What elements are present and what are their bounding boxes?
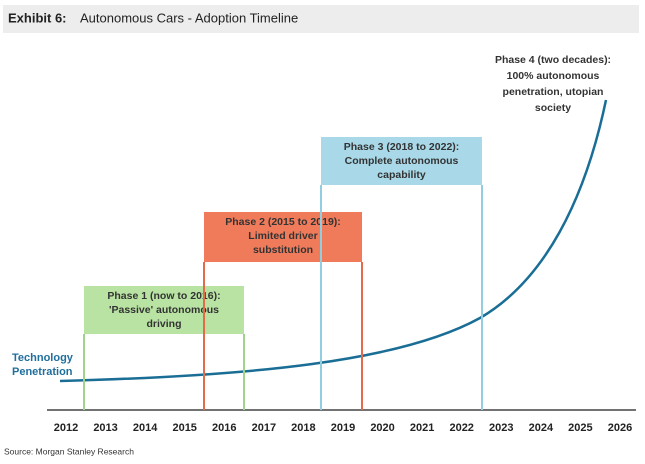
penetration-curve bbox=[59, 99, 608, 383]
year-label: 2025 bbox=[568, 422, 592, 434]
phase-text: Complete autonomous bbox=[345, 155, 459, 167]
phase-text: 'Passive' autonomous bbox=[109, 304, 219, 316]
header-band bbox=[3, 5, 639, 33]
year-label: 2022 bbox=[449, 422, 473, 434]
year-label: 2013 bbox=[93, 422, 117, 434]
year-label: 2016 bbox=[212, 422, 236, 434]
year-label: 2020 bbox=[370, 422, 394, 434]
phase-text: capability bbox=[377, 169, 426, 181]
phase-text: substitution bbox=[253, 244, 313, 256]
phase-text: Phase 1 (now to 2016): bbox=[107, 290, 220, 302]
phase-box bbox=[321, 137, 482, 185]
header-title: Autonomous Cars - Adoption Timeline bbox=[80, 10, 298, 25]
phase-text: driving bbox=[146, 318, 181, 330]
phase-box bbox=[84, 286, 244, 334]
phase-text: Phase 3 (2018 to 2022): bbox=[344, 141, 460, 153]
phase-text: Limited driver bbox=[248, 230, 317, 242]
source: Source: Morgan Stanley Research bbox=[4, 446, 134, 456]
year-label: 2014 bbox=[133, 422, 158, 434]
phase-text: 100% autonomous bbox=[507, 70, 600, 82]
header-label: Exhibit 6: bbox=[8, 10, 67, 25]
phase-text: Phase 4 (two decades): bbox=[495, 54, 611, 66]
year-label: 2024 bbox=[529, 422, 554, 434]
year-label: 2015 bbox=[172, 422, 196, 434]
year-label: 2023 bbox=[489, 422, 513, 434]
year-label: 2026 bbox=[608, 422, 632, 434]
year-label: 2018 bbox=[291, 422, 315, 434]
year-label: 2012 bbox=[54, 422, 78, 434]
year-label: 2017 bbox=[252, 422, 276, 434]
year-label: 2019 bbox=[331, 422, 355, 434]
curve-label: Penetration bbox=[12, 366, 73, 378]
phase-text: penetration, utopian bbox=[503, 86, 604, 98]
year-label: 2021 bbox=[410, 422, 434, 434]
phase-text: Phase 2 (2015 to 2019): bbox=[225, 216, 341, 228]
phase-text: society bbox=[535, 102, 571, 114]
curve-label: Technology bbox=[12, 352, 74, 364]
phase-box bbox=[204, 212, 362, 262]
